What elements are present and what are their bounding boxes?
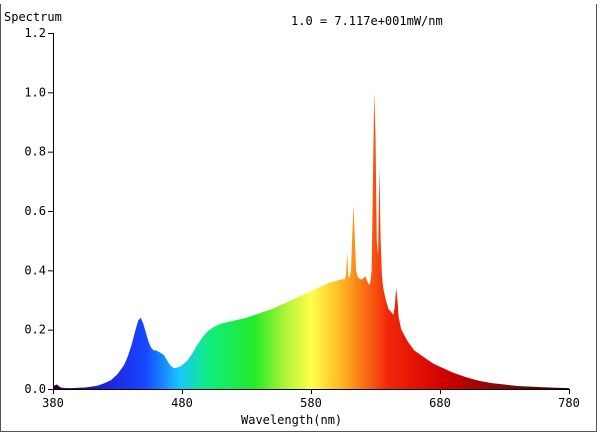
x-tick-label-3: 680 bbox=[429, 396, 451, 410]
x-axis-label: Wavelength(nm) bbox=[241, 413, 342, 427]
y-ticks: 0.0 0.2 0.4 0.6 0.8 1.0 1.2 bbox=[24, 26, 53, 396]
y-tick-label-2: 0.4 bbox=[24, 263, 46, 277]
y-tick-label-0: 0.0 bbox=[24, 382, 46, 396]
y-tick-label-5: 1.0 bbox=[24, 85, 46, 99]
x-tick-label-2: 580 bbox=[300, 396, 322, 410]
scale-annotation: 1.0 = 7.117e+001mW/nm bbox=[291, 14, 443, 28]
y-tick-label-1: 0.2 bbox=[24, 323, 46, 337]
chart-title: Spectrum bbox=[4, 10, 62, 24]
y-tick-label-6: 1.2 bbox=[24, 26, 46, 40]
x-tick-label-0: 380 bbox=[42, 396, 64, 410]
spectrum-area bbox=[53, 92, 569, 389]
y-tick-label-4: 0.8 bbox=[24, 145, 46, 159]
x-tick-label-4: 780 bbox=[558, 396, 580, 410]
y-tick-label-3: 0.6 bbox=[24, 204, 46, 218]
x-ticks: 380 480 580 680 780 bbox=[42, 389, 580, 410]
x-tick-label-1: 480 bbox=[171, 396, 193, 410]
